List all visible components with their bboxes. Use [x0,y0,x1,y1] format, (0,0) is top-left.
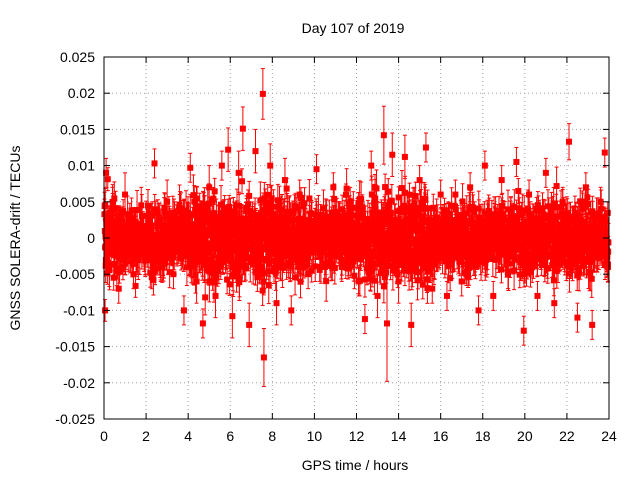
chart: 0 2 4 6 8 10 12 14 16 18 20 22 24-0.025-0.02-0.015-0… [7,20,617,473]
